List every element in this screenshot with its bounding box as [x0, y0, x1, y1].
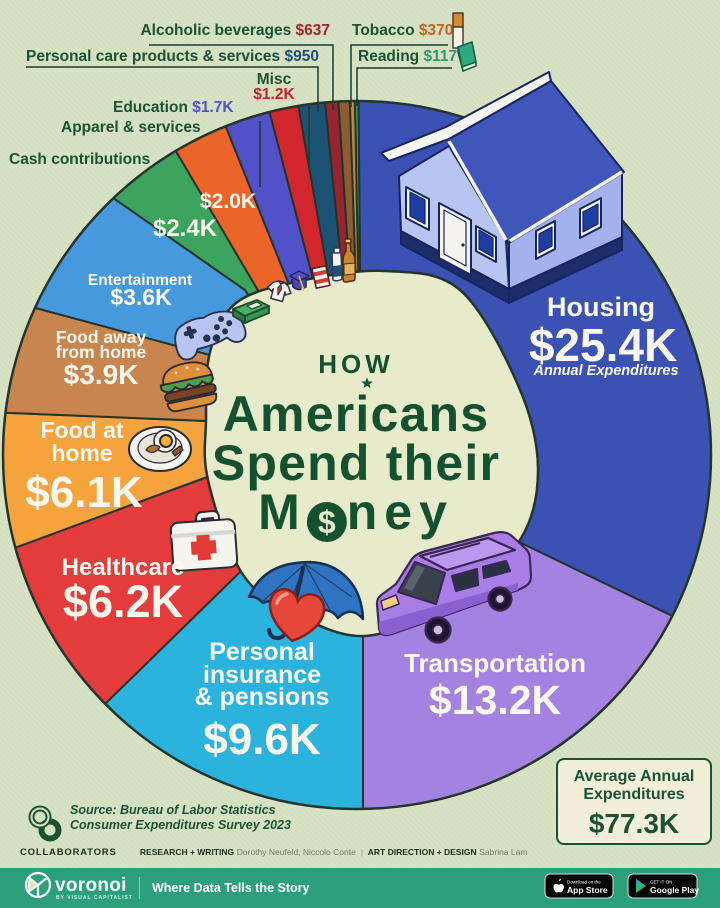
svg-text:GET IT ON: GET IT ON: [650, 880, 672, 885]
svg-text:Download on the: Download on the: [567, 880, 601, 885]
svg-text:Google Play: Google Play: [650, 885, 699, 895]
svg-text:App Store: App Store: [567, 885, 608, 895]
